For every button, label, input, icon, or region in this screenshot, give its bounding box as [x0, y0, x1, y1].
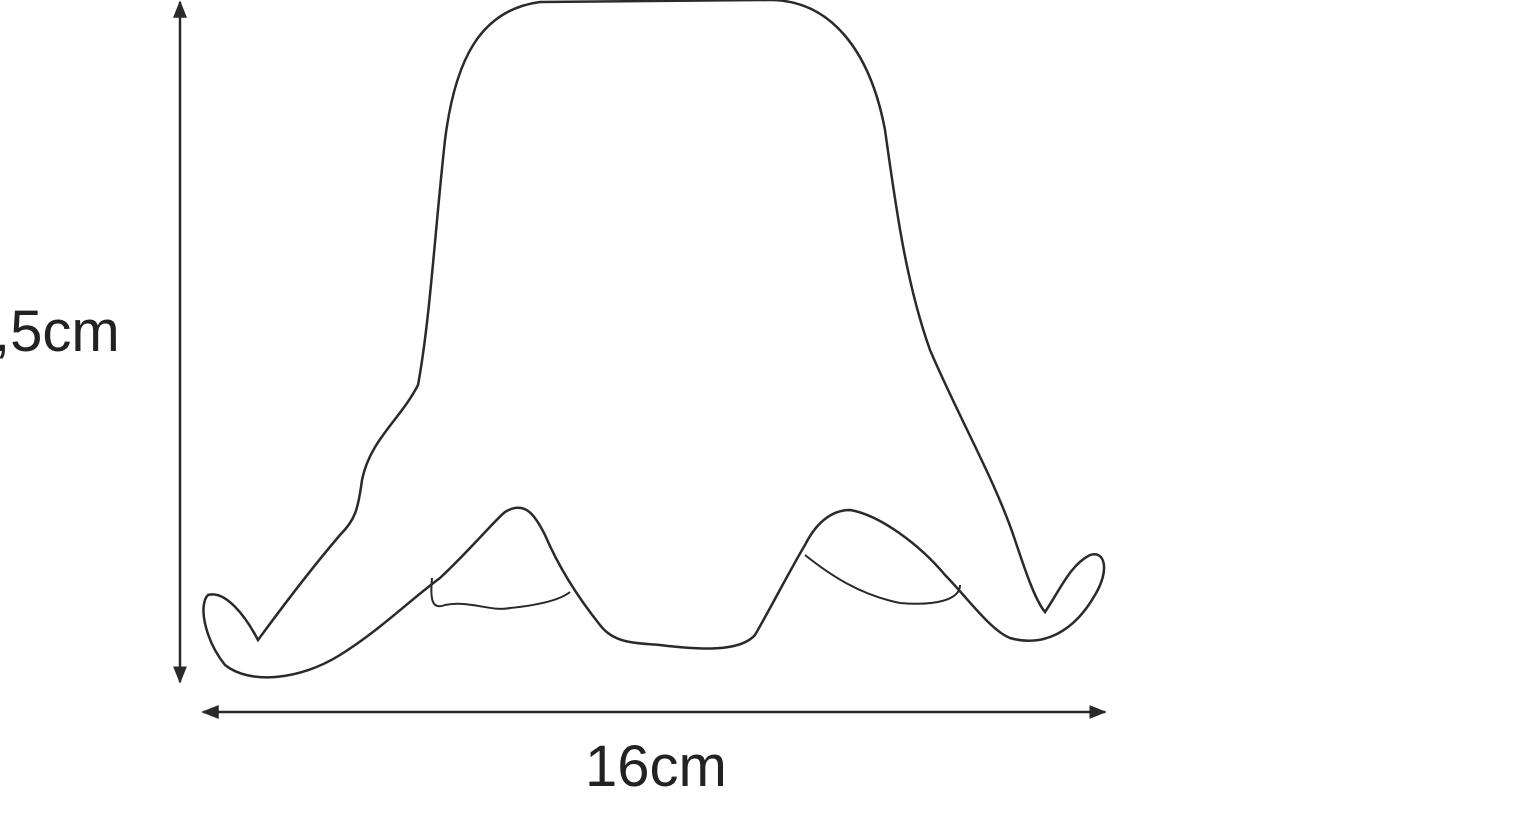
right-inner-fold [804, 554, 961, 605]
left-inner-fold [430, 577, 571, 610]
object-outline [202, 0, 1106, 679]
width-label: 16cm [585, 734, 727, 799]
height-label: ,5cm [0, 299, 120, 364]
